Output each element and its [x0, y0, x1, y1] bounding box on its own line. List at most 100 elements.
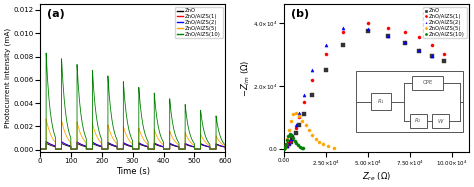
ZnO/AlZS(2)	[384, 34, 392, 37]
ZnO/AlZS(1)	[365, 22, 372, 24]
ZnO/AlZS(1)	[145, 145, 150, 148]
ZnO/AlZS(5)	[287, 119, 294, 122]
ZnO	[295, 124, 303, 127]
ZnO/AlZS(1)	[295, 116, 303, 119]
ZnO/AlZS(1)	[300, 100, 308, 103]
ZnO/AlZS(5)	[43, 118, 49, 120]
ZnO	[339, 44, 346, 47]
ZnO/AlZS(5)	[137, 131, 143, 133]
ZnO	[137, 143, 143, 146]
ZnO/AlZS(10)	[291, 139, 299, 142]
ZnO/AlZS(2)	[292, 124, 300, 127]
ZnO/AlZS(10)	[288, 133, 295, 136]
ZnO/AlZS(2)	[137, 142, 143, 145]
ZnO/AlZS(10)	[222, 148, 228, 150]
ZnO/AlZS(1)	[107, 142, 113, 145]
ZnO	[287, 140, 294, 143]
ZnO	[300, 113, 308, 116]
ZnO/AlZS(10)	[283, 139, 291, 142]
ZnO/AlZS(5)	[145, 143, 150, 145]
X-axis label: $Z_{re}$ (Ω): $Z_{re}$ (Ω)	[362, 170, 391, 183]
ZnO/AlZS(1)	[401, 31, 409, 34]
ZnO	[37, 148, 43, 150]
ZnO	[222, 148, 228, 150]
Y-axis label: $-Z_{im}$ (Ω): $-Z_{im}$ (Ω)	[239, 59, 252, 97]
ZnO/AlZS(10)	[280, 147, 288, 150]
ZnO/AlZS(10)	[145, 139, 150, 141]
ZnO/AlZS(2)	[43, 140, 49, 143]
ZnO/AlZS(2)	[295, 111, 303, 114]
ZnO/AlZS(2)	[107, 142, 113, 145]
ZnO/AlZS(2)	[289, 133, 296, 136]
ZnO/AlZS(10)	[281, 145, 289, 148]
ZnO	[107, 144, 113, 146]
ZnO/AlZS(2)	[46, 142, 52, 145]
ZnO/AlZS(1)	[339, 31, 346, 34]
ZnO/AlZS(5)	[299, 119, 306, 122]
ZnO/AlZS(10)	[294, 144, 302, 147]
ZnO	[285, 143, 292, 146]
ZnO/AlZS(5)	[282, 145, 289, 148]
ZnO/AlZS(5)	[139, 136, 145, 138]
Text: (a): (a)	[47, 9, 65, 19]
ZnO/AlZS(2)	[167, 148, 173, 150]
ZnO/AlZS(10)	[137, 102, 143, 105]
Line: ZnO: ZnO	[40, 143, 225, 149]
Line: ZnO/AlZS(5): ZnO/AlZS(5)	[40, 119, 225, 149]
ZnO/AlZS(5)	[330, 146, 338, 149]
ZnO	[322, 69, 330, 72]
ZnO/AlZS(10)	[37, 148, 43, 150]
ZnO	[46, 144, 52, 146]
ZnO/AlZS(1)	[43, 140, 49, 143]
ZnO/AlZS(2)	[428, 55, 436, 58]
Text: (b): (b)	[291, 9, 310, 19]
ZnO/AlZS(2)	[285, 142, 292, 145]
ZnO/AlZS(10)	[286, 132, 293, 135]
ZnO/AlZS(5)	[312, 137, 319, 140]
ZnO	[292, 132, 300, 135]
ZnO/AlZS(10)	[46, 103, 52, 105]
ZnO/AlZS(1)	[167, 148, 173, 150]
ZnO/AlZS(5)	[283, 138, 291, 141]
ZnO/AlZS(5)	[302, 124, 310, 127]
ZnO/AlZS(5)	[107, 131, 113, 133]
ZnO/AlZS(10)	[289, 136, 297, 139]
ZnO/AlZS(2)	[287, 138, 294, 141]
ZnO/AlZS(10)	[139, 119, 145, 121]
ZnO	[43, 142, 49, 144]
ZnO/AlZS(1)	[428, 44, 436, 47]
ZnO/AlZS(1)	[139, 143, 145, 146]
ZnO	[139, 144, 145, 146]
ZnO	[289, 137, 296, 140]
ZnO/AlZS(10)	[298, 146, 305, 149]
ZnO/AlZS(5)	[289, 113, 297, 116]
ZnO/AlZS(2)	[300, 94, 308, 97]
ZnO	[440, 59, 447, 62]
ZnO/AlZS(1)	[415, 36, 422, 39]
ZnO/AlZS(1)	[46, 142, 52, 145]
ZnO/AlZS(5)	[295, 114, 303, 117]
ZnO/AlZS(5)	[292, 111, 300, 114]
ZnO	[428, 55, 436, 58]
ZnO	[145, 146, 150, 148]
ZnO/AlZS(2)	[37, 148, 43, 150]
ZnO/AlZS(2)	[139, 143, 145, 146]
ZnO/AlZS(2)	[322, 44, 330, 47]
Line: ZnO/AlZS(1): ZnO/AlZS(1)	[40, 142, 225, 149]
ZnO/AlZS(5)	[319, 143, 327, 146]
ZnO/AlZS(5)	[281, 147, 289, 150]
ZnO/AlZS(2)	[309, 69, 316, 72]
ZnO/AlZS(10)	[167, 148, 173, 150]
Line: ZnO/AlZS(10): ZnO/AlZS(10)	[40, 53, 225, 149]
ZnO	[283, 145, 291, 148]
ZnO/AlZS(2)	[145, 145, 150, 148]
ZnO/AlZS(1)	[322, 53, 330, 56]
ZnO/AlZS(10)	[282, 143, 290, 146]
ZnO/AlZS(5)	[37, 148, 43, 150]
ZnO/AlZS(10)	[296, 145, 304, 148]
ZnO/AlZS(2)	[415, 48, 422, 51]
ZnO/AlZS(2)	[401, 40, 409, 43]
ZnO/AlZS(2)	[339, 26, 346, 29]
ZnO/AlZS(2)	[365, 28, 372, 31]
ZnO/AlZS(1)	[292, 127, 300, 130]
